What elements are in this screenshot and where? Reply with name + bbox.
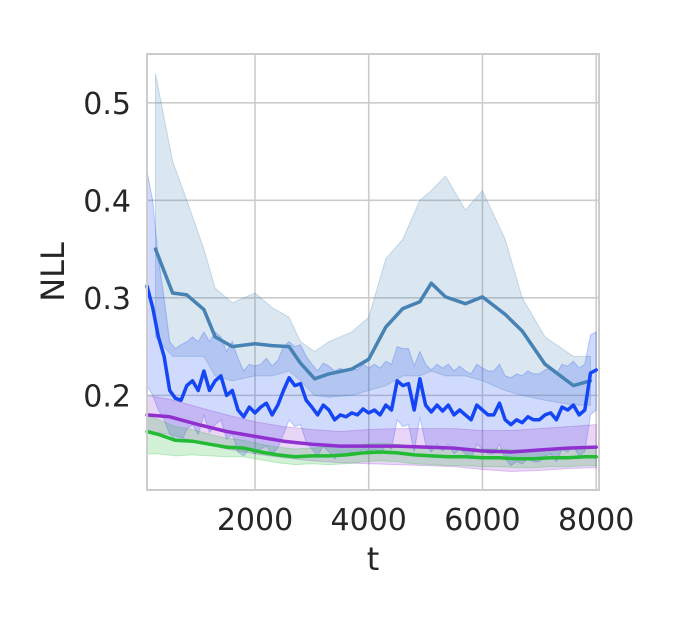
y-axis-label: NLL: [34, 242, 72, 302]
y-tick-label: 0.3: [83, 282, 131, 317]
y-tick-label: 0.5: [83, 87, 131, 122]
x-tick-labels: 2000 4000 6000 8000: [217, 503, 634, 538]
x-tick-label: 6000: [444, 503, 520, 538]
confidence-band-1: [155, 73, 591, 406]
y-tick-label: 0.2: [83, 379, 131, 414]
y-tick-label: 0.4: [83, 184, 131, 219]
series-line-4: [145, 429, 598, 461]
x-tick-label: 8000: [558, 503, 634, 538]
series-line-3: [145, 413, 598, 454]
series-line-2: [145, 284, 598, 427]
x-tick-label: 4000: [331, 503, 407, 538]
confidence-band-4: [146, 414, 597, 469]
series-lines: [145, 247, 598, 461]
x-axis-label: t: [367, 540, 380, 578]
y-tick-labels: 0.2 0.3 0.4 0.5: [83, 87, 131, 415]
x-tick-label: 2000: [217, 503, 293, 538]
plot-frame: [146, 53, 600, 491]
gridlines: [147, 54, 599, 490]
confidence-band-2: [146, 170, 597, 467]
series-line-1: [153, 247, 593, 388]
